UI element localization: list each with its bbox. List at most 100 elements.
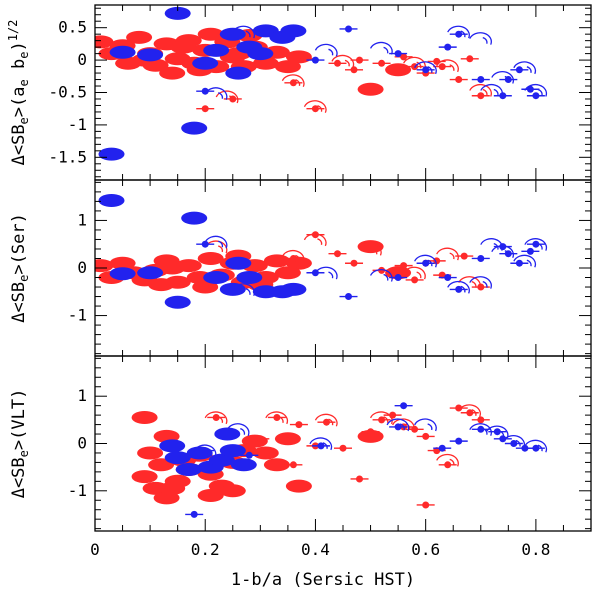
panel-3: 1 0 -1 Δ<SBe>(VLT) (9, 355, 592, 532)
data-point-blue (477, 425, 485, 433)
swirl-symbol-blue (513, 61, 537, 75)
data-point-red (378, 266, 386, 274)
data-point-blue (394, 423, 402, 431)
x-axis-label: 1-b/a (Sersic HST) (231, 570, 415, 590)
data-ellipse-red (241, 434, 268, 448)
y-axis-label-part: Δ<SB (9, 282, 29, 323)
y-tick-label: -1.5 (48, 147, 87, 166)
y-axis-label-part: 1/2 (6, 20, 20, 42)
data-point-blue (394, 50, 402, 58)
swirl-symbol-blue (469, 276, 492, 289)
y-axis-label-part: Δ<SB (9, 124, 29, 165)
swirl-symbol-blue (369, 268, 393, 282)
swirl-symbol-blue (369, 41, 393, 55)
data-ellipse-blue (280, 24, 307, 38)
data-point-red (367, 428, 375, 436)
data-point-red (455, 76, 463, 83)
data-ellipse-red (197, 252, 224, 265)
data-point-red (422, 501, 430, 509)
data-point-red (400, 262, 408, 270)
data-point-blue (526, 85, 534, 93)
data-ellipse-blue (109, 45, 136, 59)
data-ellipse-blue (280, 282, 307, 296)
data-ellipse-blue (98, 147, 125, 161)
data-point-red (356, 475, 363, 483)
y-tick-label: 1 (77, 210, 87, 229)
data-point-blue (510, 440, 518, 447)
data-ellipse-blue (214, 427, 241, 441)
data-point-blue (455, 437, 463, 445)
data-point-red (350, 66, 358, 74)
data-point-red (477, 283, 485, 291)
data-ellipse-red (357, 240, 384, 254)
data-point-red (378, 416, 386, 424)
panel-marks (95, 6, 548, 161)
y-tick-label: -1 (68, 481, 87, 500)
data-point-red (400, 53, 408, 61)
data-ellipse-red (159, 261, 186, 275)
data-point-blue (515, 66, 523, 74)
data-ellipse-red (137, 446, 164, 460)
data-ellipse-red (252, 446, 279, 460)
data-point-red (438, 63, 446, 71)
data-point-red (356, 56, 363, 64)
panel-frame (94, 4, 592, 181)
data-ellipse-red (385, 63, 412, 77)
panel-marks (95, 194, 548, 309)
data-point-blue (477, 76, 485, 83)
data-point-red (350, 259, 358, 267)
data-point-blue (311, 56, 319, 64)
swirl-symbol-blue (226, 423, 250, 436)
data-point-red (311, 231, 319, 239)
data-ellipse-blue (159, 439, 186, 453)
y-axis-label-part: Δ<SB (9, 457, 29, 498)
data-ellipse-red (126, 30, 153, 44)
data-point-blue (422, 259, 430, 267)
swirl-symbol-blue (314, 43, 338, 57)
data-point-blue (345, 25, 352, 33)
swirl-symbol-blue (232, 25, 255, 39)
data-point-blue (422, 66, 430, 74)
data-point-red (201, 105, 209, 113)
y-tick-label: 0 (77, 258, 87, 277)
y-tick-label: -0.5 (48, 83, 87, 102)
data-ellipse-red (263, 254, 290, 268)
data-point-red (212, 414, 220, 421)
data-point-red (229, 95, 237, 103)
data-ellipse-red (274, 60, 301, 74)
data-point-blue (400, 402, 408, 410)
data-ellipse-blue (247, 47, 274, 61)
data-point-red (477, 92, 485, 100)
data-ellipse-red (95, 35, 114, 49)
data-point-blue (438, 444, 446, 452)
y-axis-label-part: e (17, 275, 31, 282)
data-point-blue (504, 250, 512, 258)
swirl-symbol-blue (232, 283, 255, 297)
y-axis-label-part: b (9, 59, 29, 79)
data-point-blue (394, 274, 402, 281)
data-ellipse-blue (175, 463, 202, 476)
y-tick-label: 0 (77, 434, 87, 453)
data-point-red (378, 59, 386, 67)
data-point-blue (317, 442, 325, 450)
data-point-blue (455, 285, 463, 293)
data-ellipse-blue (219, 27, 246, 41)
data-ellipse-blue (181, 121, 208, 135)
data-point-red (339, 444, 347, 452)
data-ellipse-blue (181, 211, 208, 225)
swirl-symbol-red (358, 242, 382, 256)
data-point-blue (245, 451, 253, 459)
y-axis-label-part: >(Ser) (9, 213, 29, 274)
data-point-red (411, 276, 419, 284)
data-point-blue (532, 92, 540, 100)
y-tick-label: -1 (68, 115, 87, 134)
data-point-blue (521, 444, 529, 452)
data-ellipse-red (197, 27, 224, 41)
panel-marks (131, 402, 548, 518)
data-ellipse-red (357, 82, 384, 96)
data-ellipse-red (109, 256, 136, 270)
data-point-red (411, 425, 419, 433)
y-axis-label: Δ<SBe>(ae be)1/2 (6, 20, 31, 166)
data-ellipse-red (131, 411, 158, 424)
